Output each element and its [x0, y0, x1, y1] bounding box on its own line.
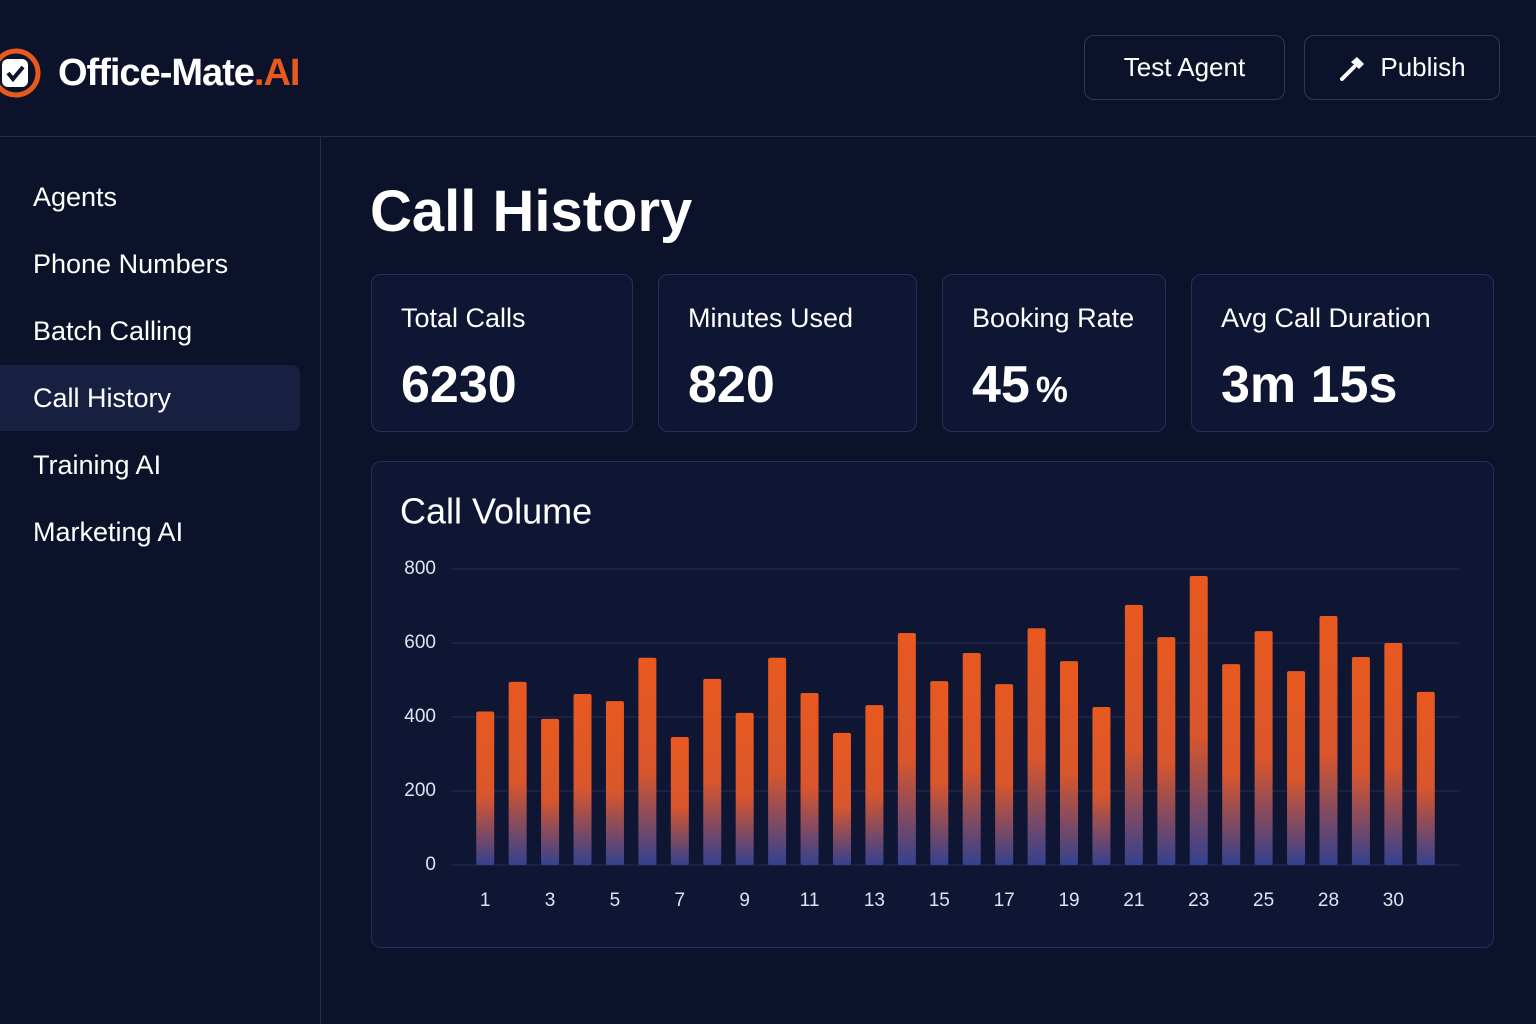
y-tick-label: 0	[425, 854, 436, 875]
nav-item[interactable]: Call History	[0, 365, 300, 431]
logo-icon	[0, 48, 41, 98]
nav-item[interactable]: Marketing AI	[33, 517, 184, 547]
stat-label: Total Calls	[401, 303, 526, 333]
stat-number: 820	[688, 356, 775, 414]
x-tick-label: 17	[994, 890, 1015, 911]
bar	[573, 694, 592, 865]
x-tick-label: 1	[480, 890, 491, 911]
nav-item[interactable]: Agents	[33, 182, 118, 212]
chart-card: Call Volume 0 200 400 600 800 1 3 5 7 9 11 13 15 17 19…	[371, 461, 1494, 948]
bar	[1319, 615, 1338, 865]
x-tick-label: 5	[610, 890, 621, 911]
chart-title: Call Volume	[400, 491, 592, 532]
stat-card: Avg Call Duration 3m 15s	[1191, 274, 1494, 432]
bar	[897, 633, 916, 865]
bar	[1254, 631, 1273, 865]
publish-button[interactable]: Publish	[1304, 35, 1500, 100]
x-tick-label: 28	[1318, 890, 1339, 911]
stat-unit: %	[1035, 369, 1068, 410]
y-tick-label: 200	[404, 780, 436, 801]
bar	[768, 657, 787, 865]
bar	[508, 681, 527, 865]
button-label: Publish	[1380, 52, 1466, 82]
nav-item[interactable]: Phone Numbers	[33, 249, 229, 279]
x-tick-label: 21	[1123, 890, 1144, 911]
x-tick-label: 11	[800, 890, 820, 911]
stat-label: Minutes Used	[688, 303, 854, 333]
nav-item[interactable]: Training AI	[33, 450, 162, 480]
sidebar: Agents Phone Numbers Batch Calling Call His…	[0, 137, 321, 1024]
page-title: Call History	[370, 179, 693, 244]
y-tick-label: 600	[404, 632, 436, 653]
bar	[476, 711, 495, 865]
bar	[930, 681, 949, 865]
x-tick-label: 7	[675, 890, 686, 911]
x-tick-label: 23	[1188, 890, 1209, 911]
logo: Office-Mate.AI	[58, 52, 301, 95]
stat-value: 3m 15s	[1221, 355, 1397, 415]
x-tick-label: 9	[739, 890, 750, 911]
stat-card: Booking Rate 45%	[942, 274, 1166, 432]
stat-value: 45%	[972, 355, 1068, 415]
bar	[670, 736, 689, 865]
x-tick-label: 15	[929, 890, 950, 911]
bar	[605, 701, 624, 865]
bar	[1351, 657, 1370, 865]
bar	[1124, 604, 1143, 865]
y-tick-label: 800	[404, 558, 436, 579]
stat-number: 6230	[401, 356, 517, 414]
bar	[1416, 691, 1435, 865]
hammer-icon	[1340, 56, 1365, 81]
button-label: Test Agent	[1123, 52, 1246, 82]
bar	[1384, 643, 1403, 865]
stat-value: 820	[688, 355, 775, 415]
bar	[1092, 707, 1111, 865]
x-tick-label: 19	[1058, 890, 1079, 911]
bar	[1027, 628, 1046, 865]
stat-card: Minutes Used 820	[658, 274, 917, 432]
bar	[541, 718, 560, 865]
bar	[1287, 671, 1306, 865]
nav-item[interactable]: Batch Calling	[33, 316, 193, 346]
bar	[832, 732, 851, 865]
logo-suffix: .AI	[253, 52, 301, 94]
test-agent-button[interactable]: Test Agent	[1084, 35, 1285, 100]
bar	[800, 692, 819, 865]
bar	[1222, 664, 1241, 865]
stat-label: Avg Call Duration	[1221, 303, 1431, 333]
x-tick-label: 13	[864, 890, 885, 911]
bar	[865, 705, 884, 865]
x-tick-label: 3	[545, 890, 556, 911]
logo-name: Office-Mate	[58, 52, 255, 94]
stat-number: 3m 15s	[1221, 356, 1398, 414]
bar	[962, 652, 981, 865]
stat-value: 6230	[401, 355, 517, 415]
x-tick-label: 30	[1383, 890, 1404, 911]
x-tick-label: 25	[1253, 890, 1274, 911]
bar	[1060, 661, 1079, 865]
bar	[1189, 576, 1208, 865]
stat-label: Booking Rate	[972, 303, 1135, 333]
header: Office-Mate.AI Test Agent Publish	[0, 0, 1536, 137]
y-tick-label: 400	[404, 706, 436, 727]
stat-card: Total Calls 6230	[371, 274, 633, 432]
bar	[995, 684, 1014, 865]
bar	[638, 657, 657, 865]
bar	[1157, 637, 1176, 865]
bar	[735, 712, 754, 865]
stat-number: 45	[972, 356, 1030, 414]
bar	[703, 678, 722, 865]
